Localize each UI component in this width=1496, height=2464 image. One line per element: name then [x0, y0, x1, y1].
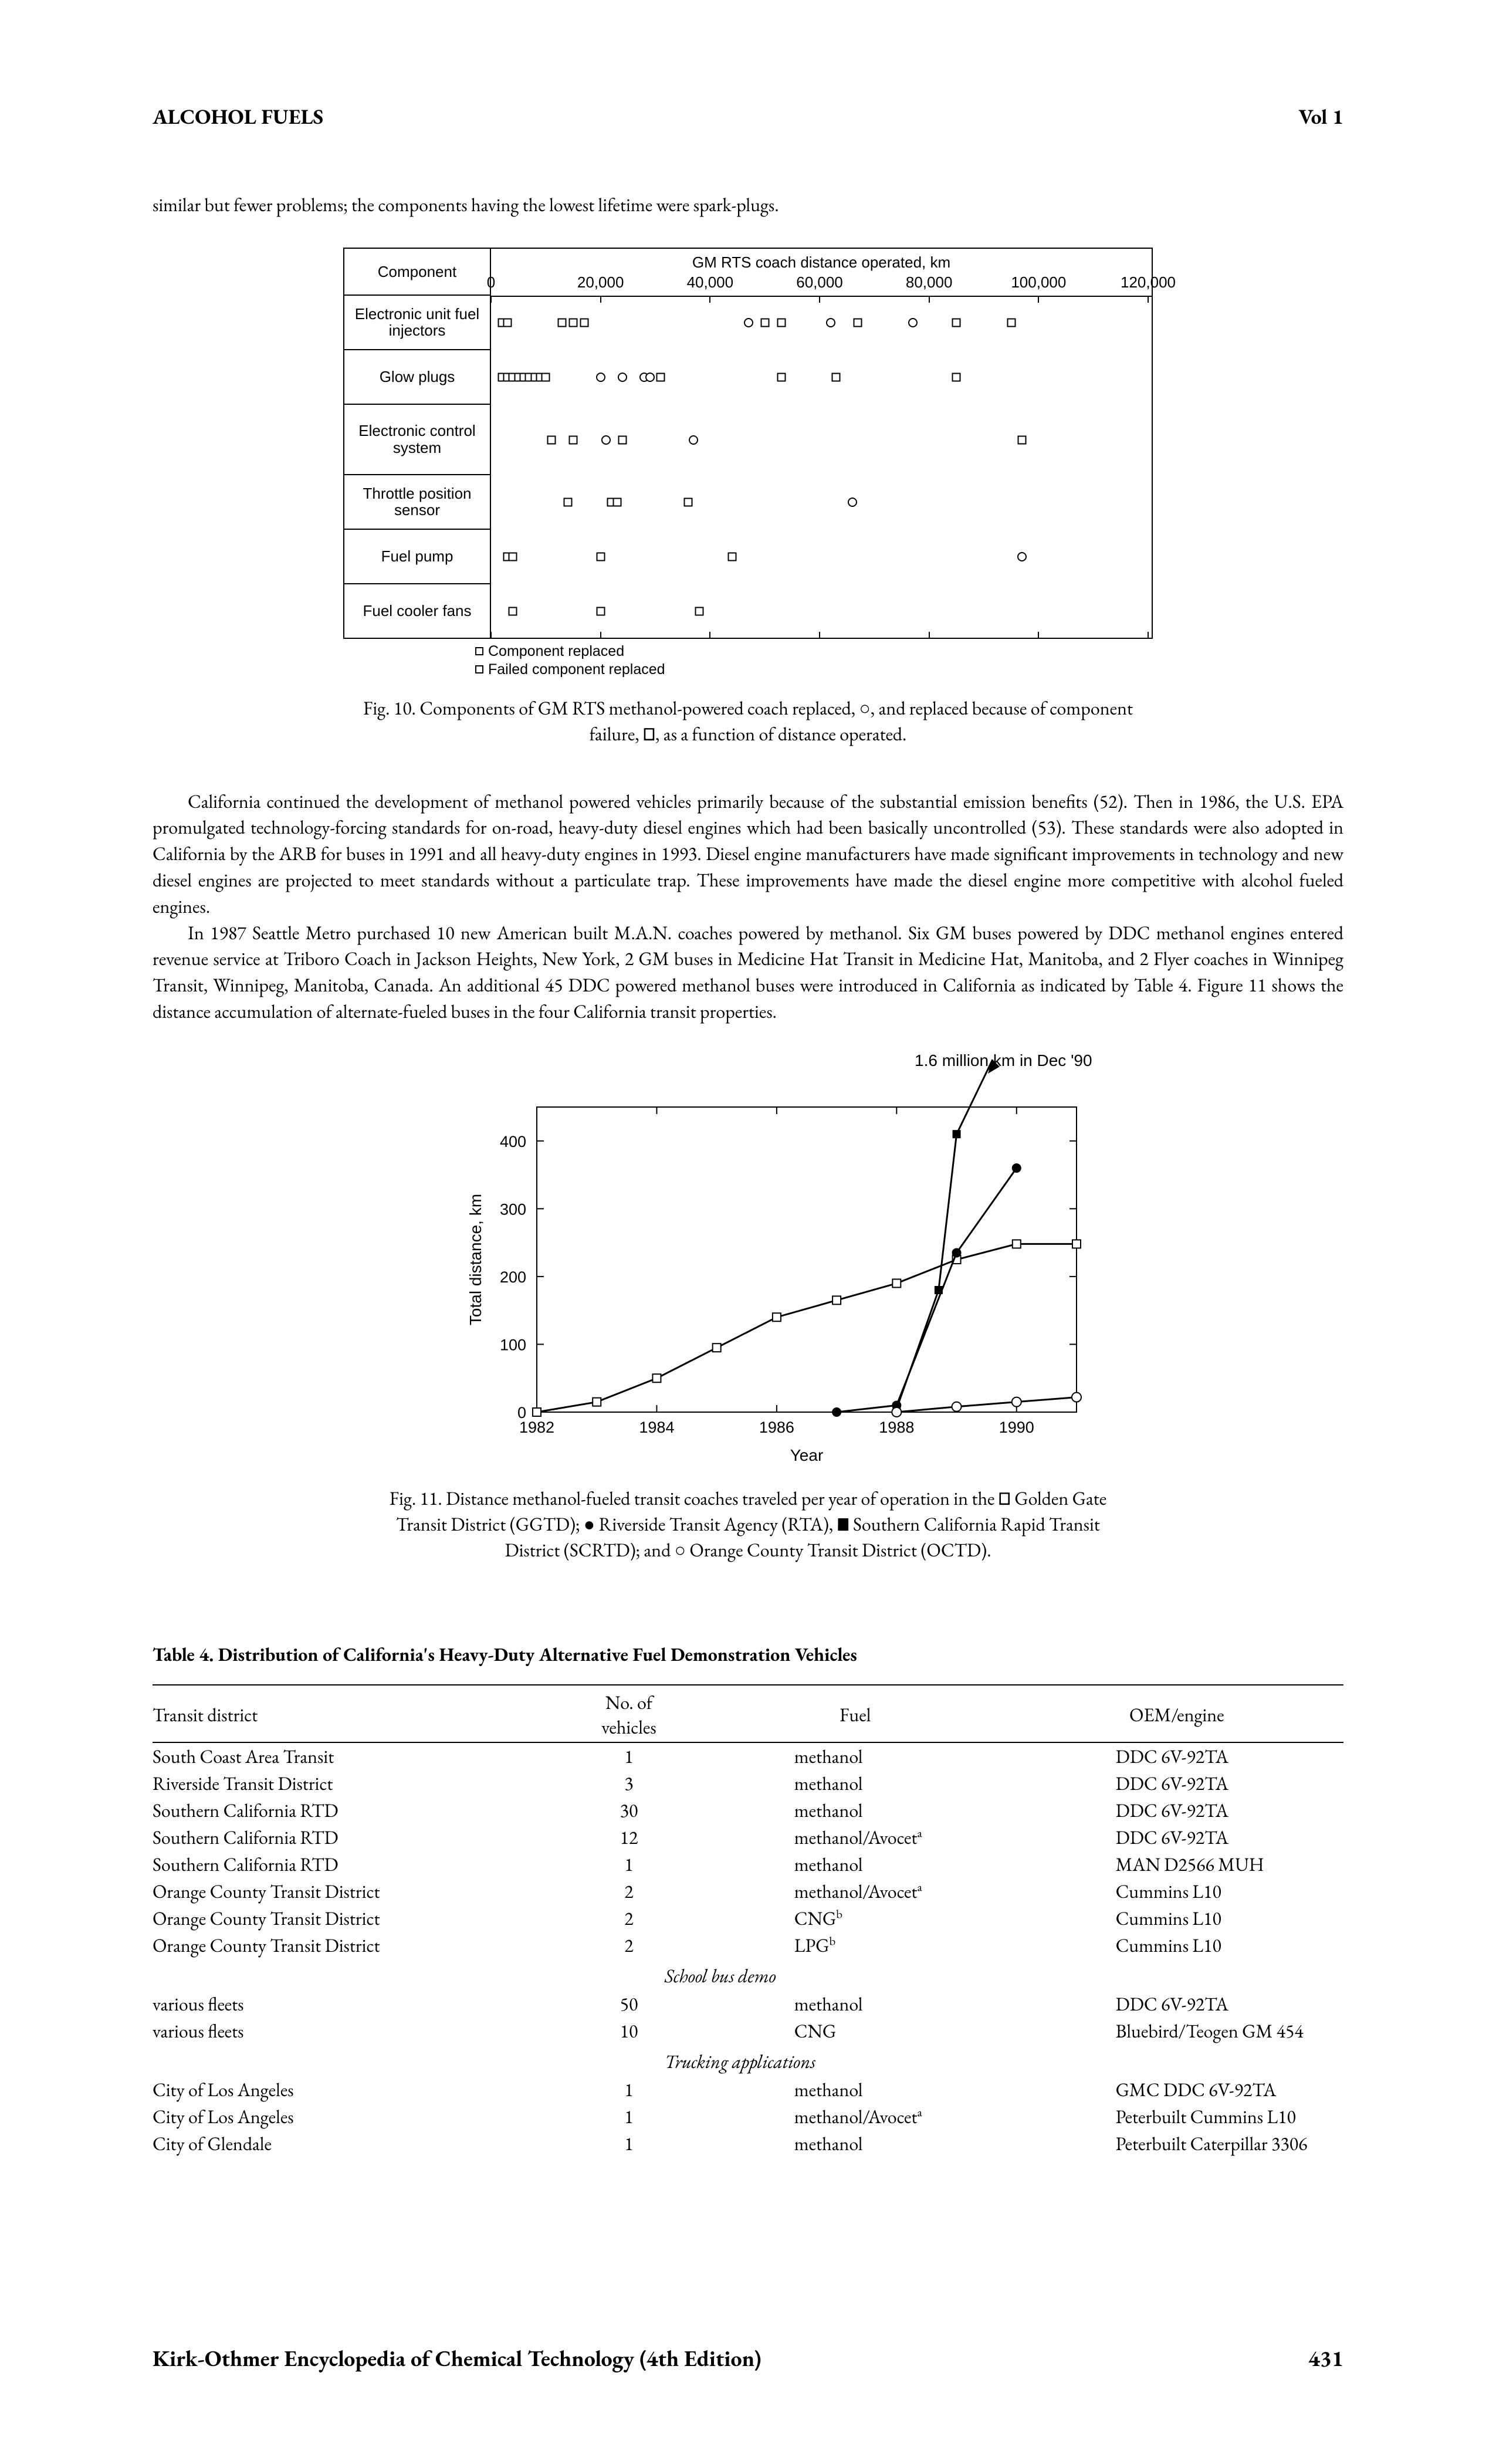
legend-failed: Failed component replaced — [488, 661, 665, 678]
svg-text:1990: 1990 — [999, 1419, 1034, 1436]
table-4: Transit districtNo. ofvehiclesFuelOEM/en… — [153, 1684, 1343, 2157]
table-header: Transit district — [153, 1685, 557, 1742]
fig10-row-label: Glow plugs — [344, 350, 490, 405]
header-right: Vol 1 — [1298, 103, 1343, 130]
svg-text:300: 300 — [500, 1200, 526, 1218]
table-header: No. ofvehicles — [557, 1685, 700, 1742]
figure-11: 010020030040019821984198619881990YearTot… — [367, 1045, 1129, 1563]
table-row: Southern California RTD30methanolDDC 6V-… — [153, 1797, 1343, 1824]
svg-text:1986: 1986 — [759, 1419, 794, 1436]
svg-text:1988: 1988 — [879, 1419, 914, 1436]
fig11-plot: 010020030040019821984198619881990YearTot… — [367, 1045, 1129, 1468]
fig11-caption: Fig. 11. Distance methanol-fueled transi… — [367, 1485, 1129, 1563]
para3: In 1987 Seattle Metro purchased 10 new A… — [153, 920, 1343, 1025]
fig10-caption: Fig. 10. Components of GM RTS methanol-p… — [343, 695, 1153, 747]
table-row: Southern California RTD12methanol/Avocet… — [153, 1824, 1343, 1851]
table-row: City of Los Angeles1methanol/AvocetaPete… — [153, 2103, 1343, 2130]
table-row: Riverside Transit District3methanolDDC 6… — [153, 1770, 1343, 1797]
body-text: similar but fewer problems; the componen… — [153, 192, 1343, 218]
svg-text:Year: Year — [790, 1446, 824, 1464]
fig10-row-label: Electronic control system — [344, 405, 490, 475]
figure-10: ComponentElectronic unit fuel injectorsG… — [343, 248, 1153, 747]
fig10-row-label: Fuel pump — [344, 530, 490, 584]
table-row: Orange County Transit District2CNGbCummi… — [153, 1905, 1343, 1932]
legend-replaced: Component replaced — [488, 643, 624, 659]
fig10-legend: Component replaced Failed component repl… — [475, 642, 1153, 679]
svg-text:200: 200 — [500, 1268, 526, 1286]
body-para-2: California continued the development of … — [153, 788, 1343, 1025]
page-header: ALCOHOL FUELS Vol 1 — [153, 103, 1343, 130]
svg-text:1982: 1982 — [519, 1419, 554, 1436]
table-row: School bus demo — [153, 1959, 1343, 1991]
svg-text:1.6 million km in Dec '90: 1.6 million km in Dec '90 — [915, 1051, 1092, 1069]
table-row: City of Glendale1methanolPeterbuilt Cate… — [153, 2130, 1343, 2157]
svg-text:400: 400 — [500, 1133, 526, 1150]
fig10-row-label: Electronic unit fuel injectors — [344, 296, 490, 350]
table-row: Trucking applications — [153, 2045, 1343, 2076]
fig10-row-label: Fuel cooler fans — [344, 584, 490, 639]
table-row: various fleets50methanolDDC 6V-92TA — [153, 1991, 1343, 2018]
table-row: Orange County Transit District2LPGbCummi… — [153, 1932, 1343, 1959]
table-row: City of Los Angeles1methanolGMC DDC 6V-9… — [153, 2076, 1343, 2103]
table-row: Southern California RTD1methanolMAN D256… — [153, 1851, 1343, 1878]
table-4-section: Table 4. Distribution of California's He… — [153, 1642, 1343, 2157]
footer-left: Kirk-Othmer Encyclopedia of Chemical Tec… — [153, 2344, 761, 2373]
fig10-row-label: Component — [344, 249, 490, 296]
table-row: various fleets10CNGBluebird/Teogen GM 45… — [153, 2018, 1343, 2045]
lead-sentence: similar but fewer problems; the componen… — [153, 192, 1343, 218]
page: ALCOHOL FUELS Vol 1 similar but fewer pr… — [0, 0, 1496, 2464]
header-left: ALCOHOL FUELS — [153, 103, 323, 130]
svg-text:Total distance, km: Total distance, km — [466, 1194, 485, 1325]
table-4-title: Table 4. Distribution of California's He… — [153, 1642, 1343, 1667]
table-row: Orange County Transit District2methanol/… — [153, 1878, 1343, 1905]
footer-right: 431 — [1308, 2344, 1343, 2373]
fig10-row-label: Throttle position sensor — [344, 475, 490, 530]
table-row: South Coast Area Transit1methanolDDC 6V-… — [153, 1742, 1343, 1770]
table-header: OEM/engine — [1010, 1685, 1343, 1742]
svg-text:100: 100 — [500, 1336, 526, 1353]
table-header: Fuel — [700, 1685, 1010, 1742]
svg-text:1984: 1984 — [639, 1419, 674, 1436]
para2: California continued the development of … — [153, 788, 1343, 920]
page-footer: Kirk-Othmer Encyclopedia of Chemical Tec… — [153, 2344, 1343, 2373]
